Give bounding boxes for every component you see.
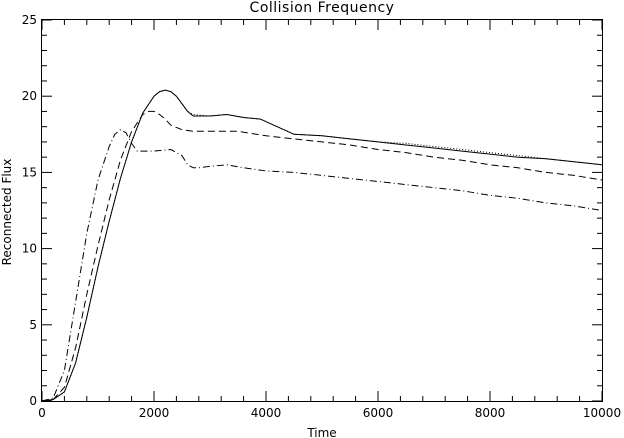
y-tick-label: 15 [22,165,37,179]
series-line-dashdot [41,129,603,402]
series-line-dotted [41,89,603,402]
x-tick-label: 6000 [363,406,394,420]
x-tick-label: 4000 [251,406,282,420]
y-tick-label: 10 [22,242,37,256]
ticks-layer: 0 2000 4000 6000 8000 10000 0 5 10 15 20 25 [22,13,621,420]
x-tick-label: 8000 [475,406,506,420]
y-axis-label: Reconnected Flux [0,159,14,266]
x-tick-label: 2000 [139,406,170,420]
y-tick-label: 5 [29,318,37,332]
x-tick-label: 10000 [583,406,621,420]
y-tick-label: 0 [29,394,37,408]
x-tick-label: 0 [38,406,46,420]
plot-frame [41,19,603,402]
series-layer [41,89,603,402]
y-tick-label: 20 [22,89,37,103]
x-axis-label: Time [306,426,336,438]
y-tick-label: 25 [22,13,37,27]
series-line-dashed [41,110,603,402]
chart-title: Collision Frequency [250,0,395,16]
series-line-solid [41,89,603,402]
